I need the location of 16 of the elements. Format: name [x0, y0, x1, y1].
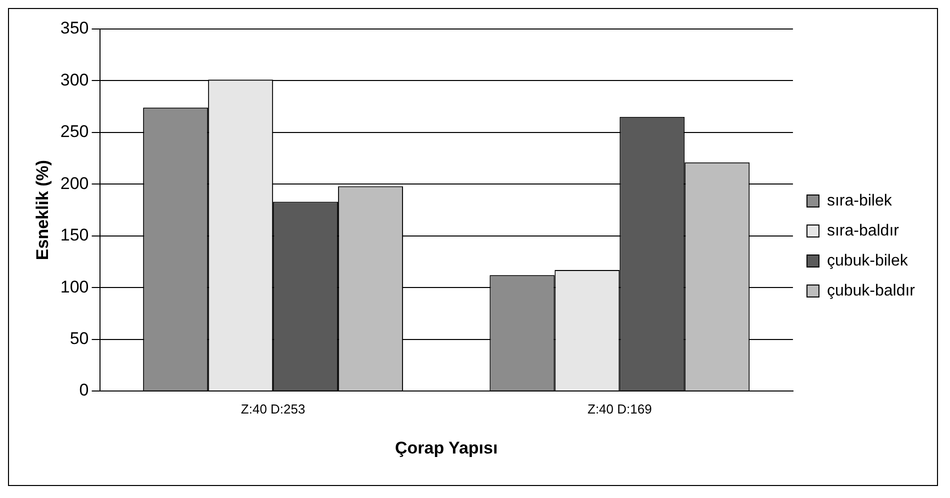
y-tick-label: 100 — [60, 277, 89, 296]
y-tick-label: 350 — [60, 18, 89, 38]
x-axis-title: Çorap Yapısı — [395, 438, 498, 458]
y-tick-label: 200 — [60, 174, 89, 193]
y-tick-label: 150 — [60, 226, 89, 245]
x-tick-label: Z:40 D:169 — [587, 401, 652, 416]
legend-label: çubuk-baldır — [826, 282, 916, 300]
x-tick-label: Z:40 D:253 — [240, 401, 306, 416]
legend-label: sıra-baldır — [826, 222, 900, 240]
legend-label: çubuk-bilek — [826, 252, 909, 270]
y-axis-title: Esneklik (%) — [32, 160, 52, 260]
y-tick-label: 50 — [70, 328, 89, 348]
y-tick-label: 0 — [79, 380, 89, 400]
y-tick-label: 250 — [60, 122, 89, 142]
y-tick-label: 300 — [60, 70, 89, 90]
legend-label: sıra-bilek — [826, 192, 893, 210]
